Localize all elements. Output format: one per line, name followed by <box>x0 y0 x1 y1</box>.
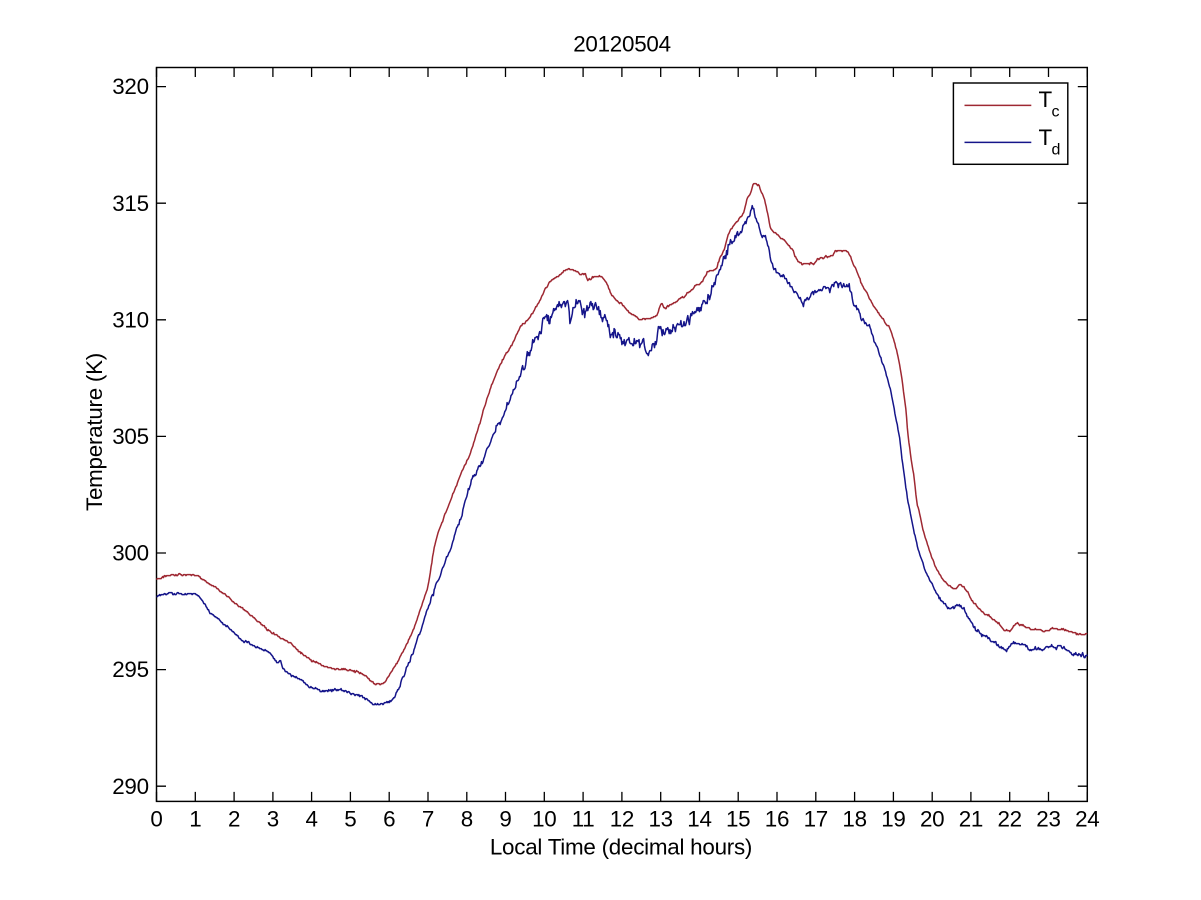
svg-text:7: 7 <box>422 807 434 832</box>
svg-text:T: T <box>1039 125 1053 150</box>
svg-text:24: 24 <box>1075 807 1099 832</box>
svg-text:19: 19 <box>881 807 905 832</box>
svg-text:20120504: 20120504 <box>573 31 671 56</box>
svg-text:T: T <box>1039 87 1053 112</box>
svg-text:6: 6 <box>383 807 395 832</box>
svg-text:0: 0 <box>150 807 162 832</box>
svg-text:20: 20 <box>920 807 944 832</box>
svg-text:8: 8 <box>461 807 473 832</box>
svg-text:1: 1 <box>189 807 201 832</box>
svg-text:18: 18 <box>842 807 866 832</box>
svg-text:5: 5 <box>344 807 356 832</box>
svg-text:315: 315 <box>112 191 149 216</box>
svg-text:22: 22 <box>997 807 1021 832</box>
svg-text:12: 12 <box>610 807 634 832</box>
svg-text:21: 21 <box>959 807 983 832</box>
svg-text:9: 9 <box>499 807 511 832</box>
svg-text:3: 3 <box>267 807 279 832</box>
svg-text:10: 10 <box>532 807 556 832</box>
svg-text:Temperature (K): Temperature (K) <box>82 353 107 511</box>
svg-text:c: c <box>1052 104 1060 121</box>
svg-text:Local Time (decimal hours): Local Time (decimal hours) <box>490 835 752 860</box>
svg-text:295: 295 <box>112 657 149 682</box>
svg-text:2: 2 <box>228 807 240 832</box>
svg-text:4: 4 <box>305 807 317 832</box>
svg-text:15: 15 <box>726 807 750 832</box>
svg-text:17: 17 <box>804 807 828 832</box>
svg-text:13: 13 <box>648 807 672 832</box>
svg-text:23: 23 <box>1036 807 1060 832</box>
svg-text:310: 310 <box>112 307 149 332</box>
svg-text:305: 305 <box>112 424 149 449</box>
svg-text:d: d <box>1052 141 1061 158</box>
svg-text:14: 14 <box>687 807 711 832</box>
svg-text:300: 300 <box>112 541 149 566</box>
svg-text:16: 16 <box>765 807 789 832</box>
svg-text:320: 320 <box>112 74 149 99</box>
svg-text:11: 11 <box>572 807 595 832</box>
svg-text:290: 290 <box>112 774 149 799</box>
